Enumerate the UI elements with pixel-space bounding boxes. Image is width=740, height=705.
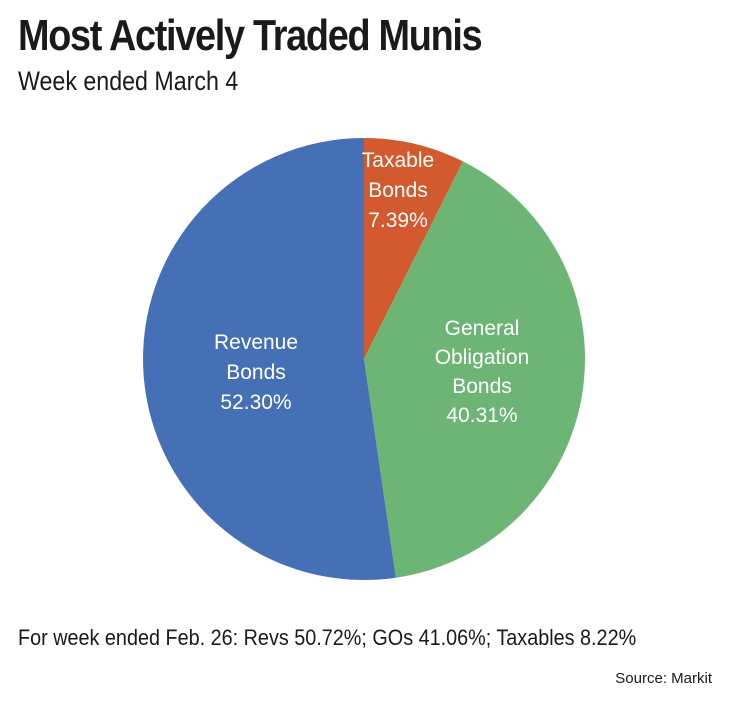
slice-label-taxable-bonds: Taxable Bonds 7.39% bbox=[362, 149, 434, 232]
pie-slice-taxable-bonds bbox=[364, 138, 463, 359]
slice-label-line: Bonds bbox=[226, 361, 286, 384]
slice-label-revenue-bonds: Revenue Bonds 52.30% bbox=[214, 331, 298, 414]
slice-label-line: Taxable bbox=[362, 149, 434, 172]
slice-label-line: Bonds bbox=[452, 375, 512, 398]
slice-label-general-obligation-bonds: General Obligation Bonds 40.31% bbox=[435, 317, 530, 427]
slice-label-line: Revenue bbox=[214, 331, 298, 354]
slice-label-line: 7.39% bbox=[368, 209, 428, 232]
slice-label-line: General bbox=[445, 317, 520, 340]
pie-slice-general-obligation-bonds bbox=[364, 161, 586, 578]
slice-label-line: Bonds bbox=[368, 179, 428, 202]
slice-label-line: Obligation bbox=[435, 346, 530, 369]
chart-title: Most Actively Traded Munis bbox=[18, 11, 483, 60]
source-note: Source: Markit bbox=[615, 670, 712, 687]
pie-slice-revenue-bonds bbox=[143, 138, 396, 580]
slice-label-line: 52.30% bbox=[220, 391, 291, 414]
slice-label-line: 40.31% bbox=[446, 404, 517, 427]
prior-week-footnote: For week ended Feb. 26: Revs 50.72%; GOs… bbox=[18, 625, 637, 650]
chart-subtitle: Week ended March 4 bbox=[18, 66, 239, 96]
